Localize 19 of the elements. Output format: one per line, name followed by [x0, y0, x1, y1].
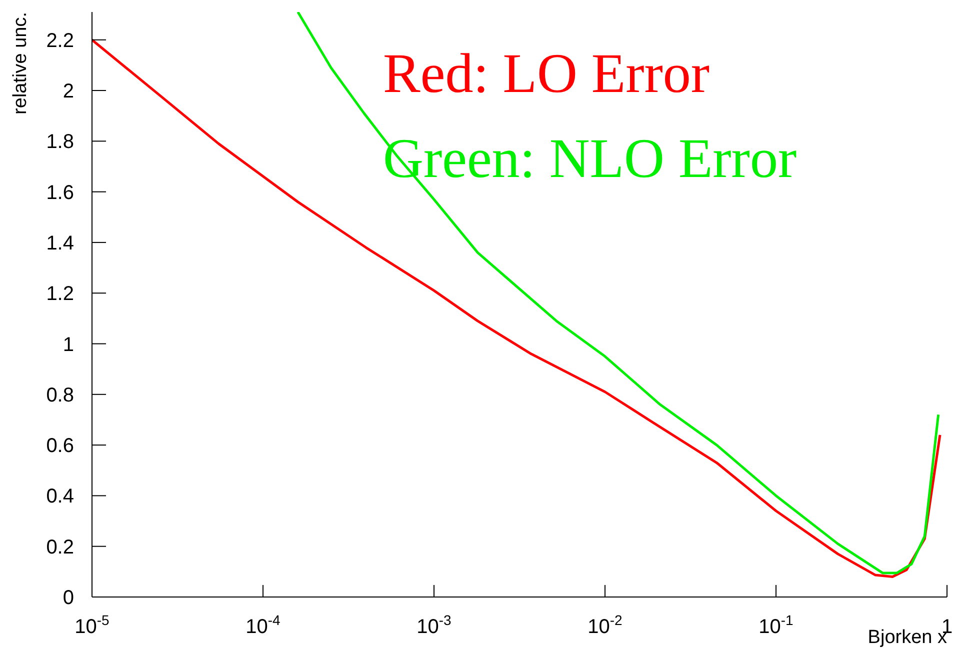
y-tick-label: 1.4 — [46, 232, 74, 254]
y-tick-label: 0.4 — [46, 486, 74, 508]
y-tick-label: 2.2 — [46, 30, 74, 52]
y-tick-label: 1.2 — [46, 283, 74, 306]
y-tick-label: 1.6 — [46, 182, 74, 204]
x-tick-label: 10$^{-5}$ — [74, 612, 110, 638]
y-tick-label: 1 — [62, 334, 74, 356]
x-tick-label: 10$^{-3}$ — [416, 612, 452, 638]
y-tick-label: 1.8 — [46, 131, 74, 154]
y-tick-label: 0.2 — [46, 536, 74, 558]
y-tick-label: 0.6 — [46, 435, 74, 458]
y-tick-label: 0 — [62, 587, 74, 609]
y-axis-title: relative unc. — [10, 12, 32, 114]
x-tick-label: 10$^{-2}$ — [588, 612, 623, 638]
y-tick-label: 0.8 — [46, 384, 74, 406]
y-tick-label: 2 — [62, 80, 74, 103]
x-tick-label: 10$^{-4}$ — [246, 612, 281, 638]
x-tick-label: 10$^{-1}$ — [758, 612, 794, 638]
annotation: Red: LO Error — [383, 42, 710, 106]
